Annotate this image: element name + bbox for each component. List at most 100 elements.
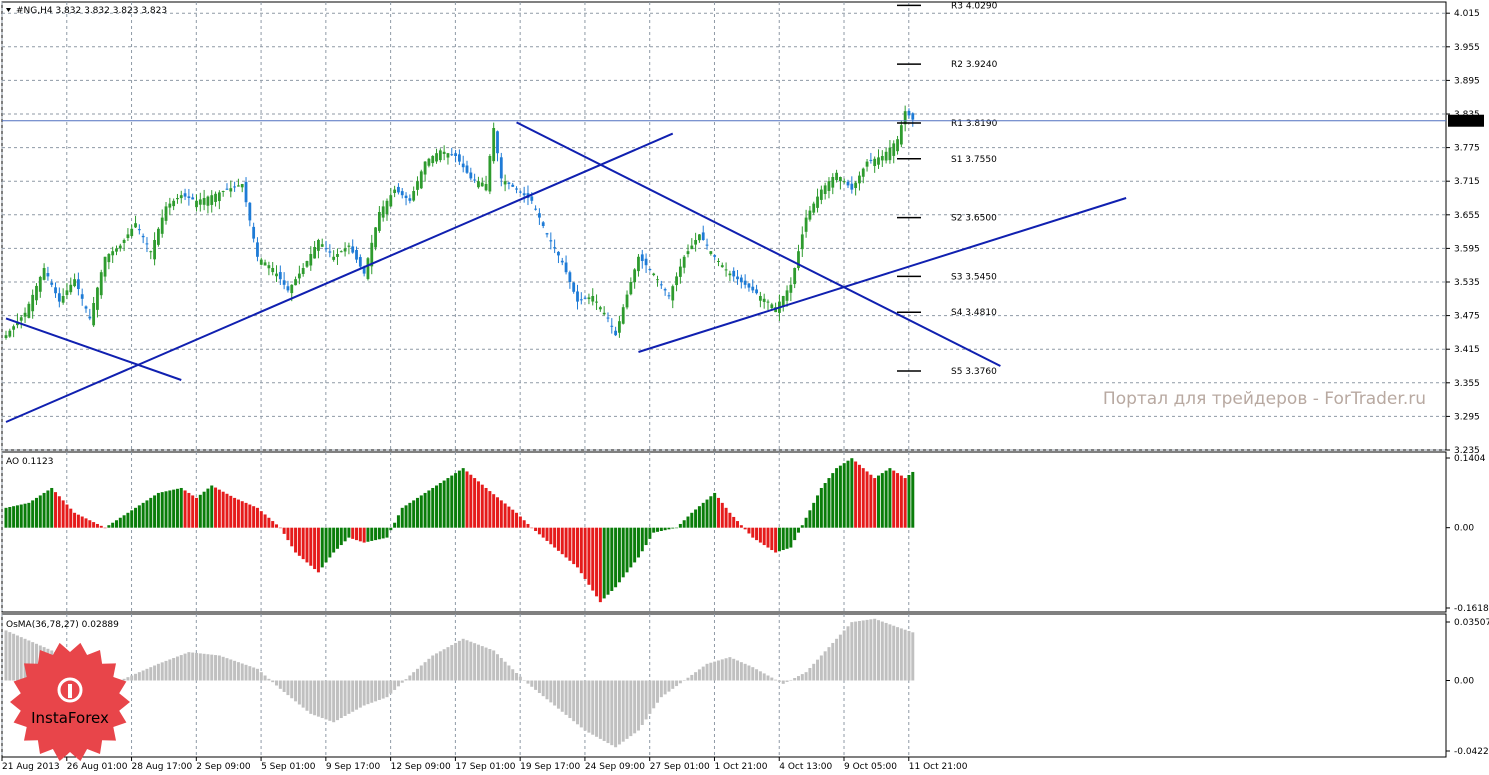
- ao-panel: [1, 451, 1447, 613]
- osma-bar: [393, 680, 397, 690]
- osma-bar: [313, 680, 317, 716]
- candle-body: [701, 232, 705, 240]
- osma-bar: [789, 679, 793, 681]
- pivot-label: R2 3.9240: [951, 60, 998, 70]
- candle-body: [747, 283, 751, 288]
- candle-body: [560, 260, 564, 263]
- ao-bar: [636, 527, 640, 558]
- ao-bar: [294, 527, 298, 553]
- candle-body: [297, 273, 301, 279]
- ao-bar: [76, 514, 80, 528]
- osma-bar: [4, 630, 8, 681]
- ao-bar: [400, 507, 404, 528]
- ao-bar: [553, 527, 557, 548]
- ao-bar: [652, 527, 656, 533]
- pivot-label: R1 3.8190: [951, 119, 998, 129]
- y-tick-label: 3.895: [1454, 76, 1480, 86]
- osma-bar: [819, 655, 823, 681]
- y-tick-label: 3.475: [1454, 312, 1480, 322]
- ao-bar: [659, 527, 663, 531]
- candle-body: [381, 206, 385, 218]
- watermark: Портал для трейдеров - ForTrader.ru: [1103, 389, 1426, 409]
- ao-bar: [271, 521, 275, 528]
- candle-body: [141, 235, 145, 238]
- candle-body: [469, 172, 473, 179]
- ao-bar: [255, 507, 259, 528]
- osma-bar: [374, 680, 378, 702]
- ao-bar: [743, 527, 747, 530]
- candle-body: [492, 128, 496, 162]
- osma-bar: [716, 660, 720, 681]
- ao-bar: [412, 500, 416, 528]
- ao-bar: [888, 468, 892, 528]
- candle-body: [823, 185, 827, 195]
- osma-bar: [366, 680, 370, 705]
- osma-bar: [450, 645, 454, 681]
- ao-bar: [111, 522, 115, 528]
- ao-bar: [446, 478, 450, 528]
- ao-bar: [278, 527, 282, 529]
- ao-bar: [172, 489, 176, 528]
- candle-body: [678, 266, 682, 277]
- osma-bar: [488, 649, 492, 681]
- ao-bar: [614, 527, 618, 588]
- ao-bar: [286, 527, 290, 541]
- candle-body: [518, 191, 522, 193]
- ao-bar: [217, 489, 221, 528]
- ao-bar: [781, 527, 785, 551]
- candle-body: [248, 202, 252, 221]
- osma-bar: [12, 633, 16, 681]
- x-tick-label: 11 Oct 21:00: [909, 762, 968, 772]
- ao-bar: [644, 527, 648, 546]
- ao-bar: [252, 506, 256, 528]
- ao-bar: [168, 490, 172, 528]
- candle-body: [682, 256, 686, 268]
- candle-body: [465, 165, 469, 173]
- candle-body: [244, 181, 248, 203]
- osma-bar: [389, 680, 393, 694]
- ao-bar: [606, 527, 610, 595]
- candle-body: [454, 153, 457, 156]
- osma-bar: [804, 672, 808, 681]
- ao-bar: [332, 527, 336, 553]
- candle-body: [709, 251, 713, 254]
- ao-bar: [789, 527, 793, 548]
- ao-bar: [435, 485, 439, 528]
- ao-bar: [99, 525, 103, 528]
- candle-body: [412, 191, 416, 201]
- candle-body: [781, 296, 785, 307]
- ao-bar: [214, 487, 218, 528]
- ao-bar: [130, 510, 134, 528]
- candle-body: [423, 161, 427, 175]
- ao-bar: [716, 497, 720, 528]
- ao-bar: [732, 516, 736, 528]
- ao-bar: [876, 475, 880, 528]
- candle-body: [404, 195, 408, 198]
- osma-bar: [431, 655, 435, 681]
- osma-bar: [793, 678, 797, 681]
- osma-bar: [240, 663, 244, 681]
- candle-body: [118, 245, 122, 249]
- ao-bar: [610, 527, 614, 591]
- ao-bar: [690, 512, 694, 528]
- candle-body: [583, 297, 587, 299]
- ao-bar: [899, 475, 903, 528]
- candle-body: [35, 285, 38, 301]
- osma-bar: [454, 642, 458, 681]
- candle-body: [271, 268, 275, 273]
- ao-bar: [480, 484, 484, 528]
- candle-body: [644, 258, 648, 266]
- osma-bar: [309, 680, 313, 714]
- osma-bar: [537, 680, 541, 694]
- ao-bar: [579, 527, 583, 574]
- candles: [4, 105, 915, 340]
- osma-bar: [141, 670, 145, 681]
- osma-bar: [19, 637, 23, 681]
- osma-bar: [267, 678, 271, 681]
- osma-bar: [400, 680, 404, 683]
- y-tick-label: -0.1618: [1454, 604, 1489, 614]
- ao-bar: [263, 514, 267, 528]
- ao-bar: [534, 527, 538, 531]
- ao-bar: [267, 517, 271, 528]
